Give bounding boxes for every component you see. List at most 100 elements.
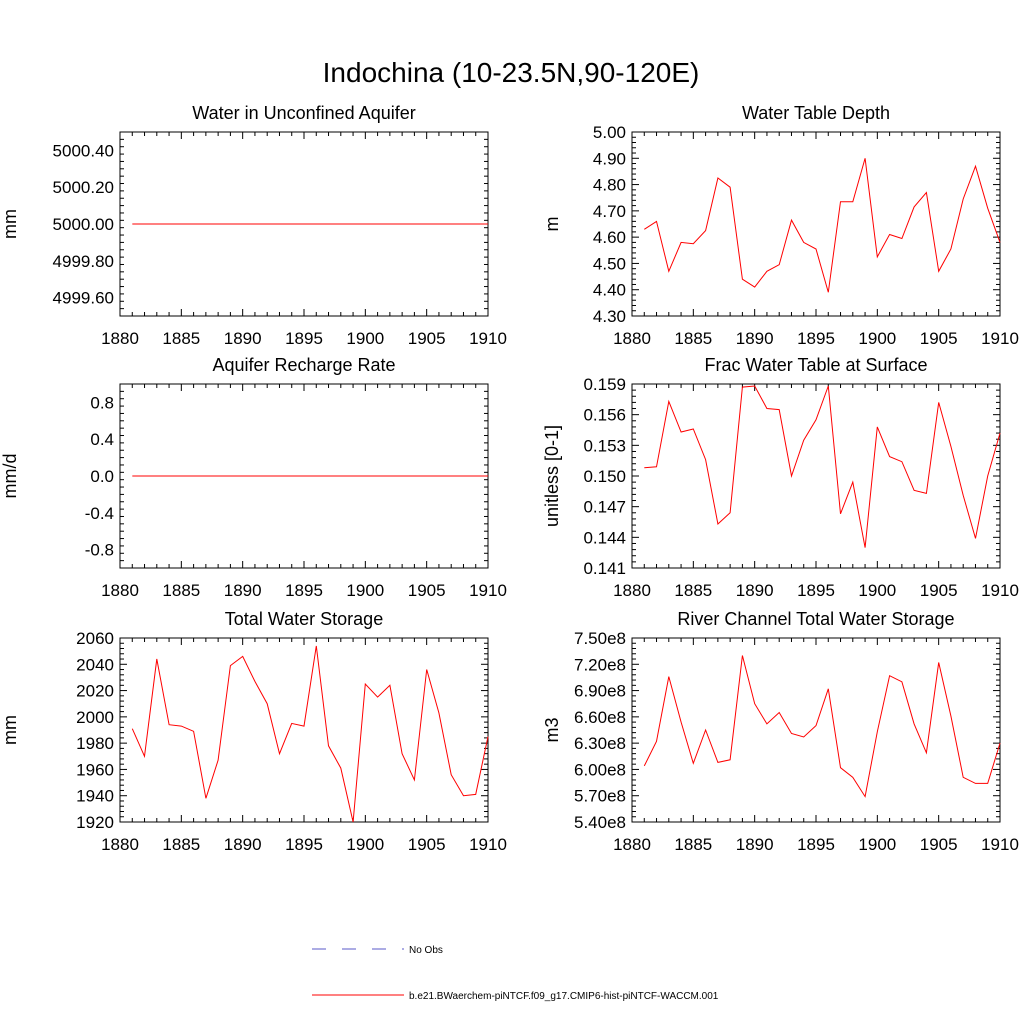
plot-frame [631,383,1001,569]
plot-frame [631,131,1001,317]
y-tick-label: 5000.00 [53,215,114,234]
legend-entry-model-run: b.e21.BWaerchem-piNTCF.f09_g17.CMIP6-his… [312,991,719,1002]
y-tick-label: 5.00 [593,123,626,142]
y-tick-label: 0.153 [583,436,626,455]
x-tick-label: 1885 [162,581,200,600]
x-tick-label: 1900 [346,581,384,600]
panel-1: Water in Unconfined Aquifer 1880 1885 1890 1… [0,103,507,348]
x-tick-label: 1905 [920,581,958,600]
x-tick-label: 1895 [285,835,323,854]
y-axis-label: unitless [0-1] [542,425,562,527]
y-tick-label: 5.40e8 [574,813,626,832]
y-tick-label: 2020 [76,682,114,701]
panel-title: Water in Unconfined Aquifer [192,103,415,123]
y-tick-label: 0.8 [90,393,114,412]
y-axis-label: m [542,217,562,232]
y-tick-label: 0.156 [583,406,626,425]
x-tick-label: 1880 [101,329,139,348]
x-tick-label: 1910 [981,329,1019,348]
y-tick-label: 0.144 [583,528,626,547]
y-tick-label: 0.0 [90,467,114,486]
y-tick-label: 7.50e8 [574,629,626,648]
x-tick-label: 1895 [797,581,835,600]
x-tick-label: 1910 [981,581,1019,600]
x-tick-label: 1900 [858,581,896,600]
y-tick-label: 0.4 [90,430,114,449]
x-tick-label: 1905 [920,329,958,348]
series-line [644,158,1001,293]
y-tick-label: 4.40 [593,281,626,300]
y-tick-label: 4.50 [593,254,626,273]
y-axis-label: mm/d [0,454,20,499]
y-tick-label: 7.20e8 [574,655,626,674]
x-tick-label: 1900 [346,329,384,348]
series-line [643,655,1001,798]
plot-frame [631,637,1001,823]
y-tick-label: 4999.80 [53,252,114,271]
y-tick-label: 0.159 [583,375,626,394]
x-tick-label: 1910 [469,329,507,348]
legend-entry-no-obs: No Obs [312,945,443,956]
x-tick-label: 1890 [736,835,774,854]
series-line [644,385,1001,548]
x-tick-label: 1910 [469,835,507,854]
panel-5: Total Water Storage 1880 1885 1890 1895 1900 1… [0,609,507,854]
x-tick-label: 1895 [797,835,835,854]
y-tick-label: 1960 [76,760,114,779]
panel-6: River Channel Total Water Storage 1880 188… [542,609,1019,854]
panel-title: Total Water Storage [225,609,383,629]
x-tick-label: 1880 [613,581,651,600]
y-tick-label: 4.80 [593,176,626,195]
x-tick-label: 1890 [736,329,774,348]
y-axis-label: mm [0,715,20,745]
y-tick-label: 4.90 [593,149,626,168]
x-tick-label: 1885 [162,835,200,854]
y-tick-label: 2060 [76,629,114,648]
x-tick-label: 1905 [408,835,446,854]
x-tick-label: 1890 [224,581,262,600]
x-tick-label: 1885 [162,329,200,348]
legend: No Obs b.e21.BWaerchem-piNTCF.f09_g17.CM… [312,945,719,1002]
x-tick-label: 1895 [797,329,835,348]
y-tick-label: 2000 [76,708,114,727]
y-tick-label: -0.8 [85,541,114,560]
y-tick-label: 0.141 [583,559,626,578]
x-tick-label: 1880 [613,329,651,348]
x-tick-label: 1880 [613,835,651,854]
x-tick-label: 1880 [101,581,139,600]
panel-2: Water Table Depth 1880 1885 1890 1895 1900 190… [542,103,1019,348]
x-tick-label: 1900 [858,835,896,854]
y-tick-label: 0.150 [583,467,626,486]
x-tick-label: 1905 [408,329,446,348]
x-tick-label: 1900 [858,329,896,348]
legend-label-model-run: b.e21.BWaerchem-piNTCF.f09_g17.CMIP6-his… [409,991,719,1002]
y-tick-label: 1940 [76,787,114,806]
plot-frame [119,637,489,823]
y-tick-label: 6.00e8 [574,760,626,779]
series-line [131,645,489,823]
y-tick-label: 2040 [76,655,114,674]
x-tick-label: 1910 [981,835,1019,854]
y-tick-label: 1980 [76,734,114,753]
legend-label-no-obs: No Obs [409,945,443,956]
y-tick-label: 4.60 [593,228,626,247]
y-tick-label: 6.60e8 [574,708,626,727]
y-tick-label: 4.70 [593,202,626,221]
x-tick-label: 1905 [920,835,958,854]
y-tick-label: 5.70e8 [574,787,626,806]
x-tick-label: 1895 [285,329,323,348]
x-tick-label: 1890 [224,835,262,854]
y-tick-label: 5000.20 [53,178,114,197]
y-tick-label: 5000.40 [53,141,114,160]
figure-title: Indochina (10-23.5N,90-120E) [323,57,700,88]
panel-title: Aquifer Recharge Rate [212,355,395,375]
panel-title: River Channel Total Water Storage [677,609,954,629]
y-tick-label: 4.30 [593,307,626,326]
y-tick-label: 6.30e8 [574,734,626,753]
x-tick-label: 1910 [469,581,507,600]
y-tick-label: 1920 [76,813,114,832]
x-tick-label: 1885 [674,835,712,854]
x-tick-label: 1885 [674,581,712,600]
y-tick-label: -0.4 [85,504,114,523]
